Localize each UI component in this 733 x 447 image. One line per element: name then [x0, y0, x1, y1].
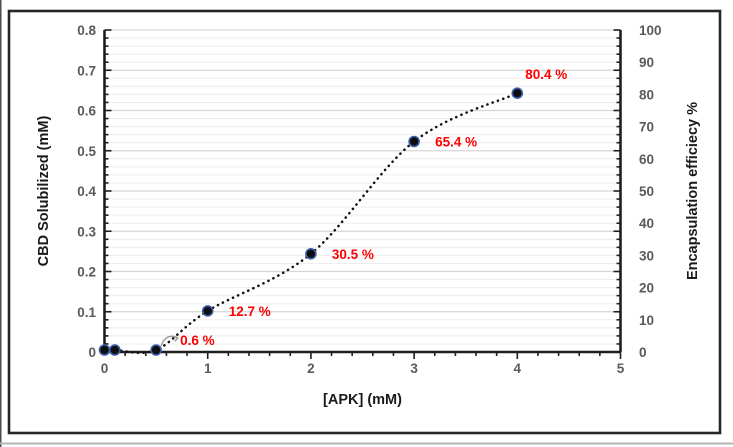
data-point-marker [109, 344, 121, 356]
y-left-tick-label: 0.7 [77, 63, 96, 78]
axis-ticks [104, 29, 622, 359]
x-tick-label: 2 [307, 361, 315, 376]
tick-labels: 0.80.70.60.50.40.30.20.10100908070605040… [77, 23, 661, 376]
y-right-tick-label: 10 [639, 313, 654, 328]
y-left-tick-label: 0.6 [77, 104, 96, 119]
x-tick-label: 0 [101, 361, 109, 376]
data-point-marker [150, 344, 162, 356]
y-left-tick-label: 0.8 [77, 23, 96, 38]
leader-arrowhead [173, 335, 179, 342]
data-point-marker [201, 305, 214, 317]
data-point-label: 30.5 % [332, 247, 374, 262]
y-axis-title-right: Encapsulation efficiecy % [685, 102, 701, 280]
y-left-tick-label: 0.5 [77, 144, 96, 159]
y-right-tick-label: 80 [639, 87, 654, 102]
data-point-label: 80.4 % [525, 67, 567, 82]
x-tick-label: 4 [514, 361, 522, 376]
x-axis-title: [APK] (mM) [323, 392, 402, 408]
data-point-marker [408, 135, 420, 148]
y-axis-title-left: CBD Solubilized (mM) [36, 116, 52, 267]
chart-frame [7, 9, 722, 435]
data-point-markers [98, 87, 524, 356]
data-labels: 0.6 % 12.7 % 30.5 % 65.4 % 80.4 % [180, 67, 567, 348]
label-leader-arrow [160, 335, 179, 347]
y-left-tick-label: 0 [88, 345, 96, 360]
gridlines [104, 29, 621, 345]
data-point-marker [511, 87, 524, 99]
y-right-tick-label: 40 [639, 216, 654, 231]
x-tick-label: 5 [617, 361, 625, 376]
data-point-label: 12.7 % [229, 304, 271, 319]
y-right-tick-label: 100 [639, 23, 662, 38]
data-point-label: 65.4 % [435, 134, 477, 149]
y-left-tick-label: 0.4 [77, 184, 96, 199]
y-right-tick-label: 30 [639, 248, 654, 263]
y-right-tick-label: 20 [639, 281, 654, 296]
y-left-tick-label: 0.3 [77, 224, 96, 239]
x-tick-label: 1 [204, 361, 212, 376]
data-point-marker [98, 344, 111, 356]
x-tick-label: 3 [410, 361, 418, 376]
y-right-tick-label: 50 [639, 184, 654, 199]
y-left-tick-label: 0.1 [77, 305, 96, 320]
y-right-tick-label: 0 [639, 345, 647, 360]
y-right-tick-label: 90 [639, 55, 654, 70]
y-left-tick-label: 0.2 [77, 265, 96, 280]
y-right-tick-label: 60 [639, 152, 654, 167]
y-right-tick-label: 70 [639, 120, 654, 135]
data-point-marker [305, 247, 317, 260]
data-point-label: 0.6 % [180, 333, 215, 348]
